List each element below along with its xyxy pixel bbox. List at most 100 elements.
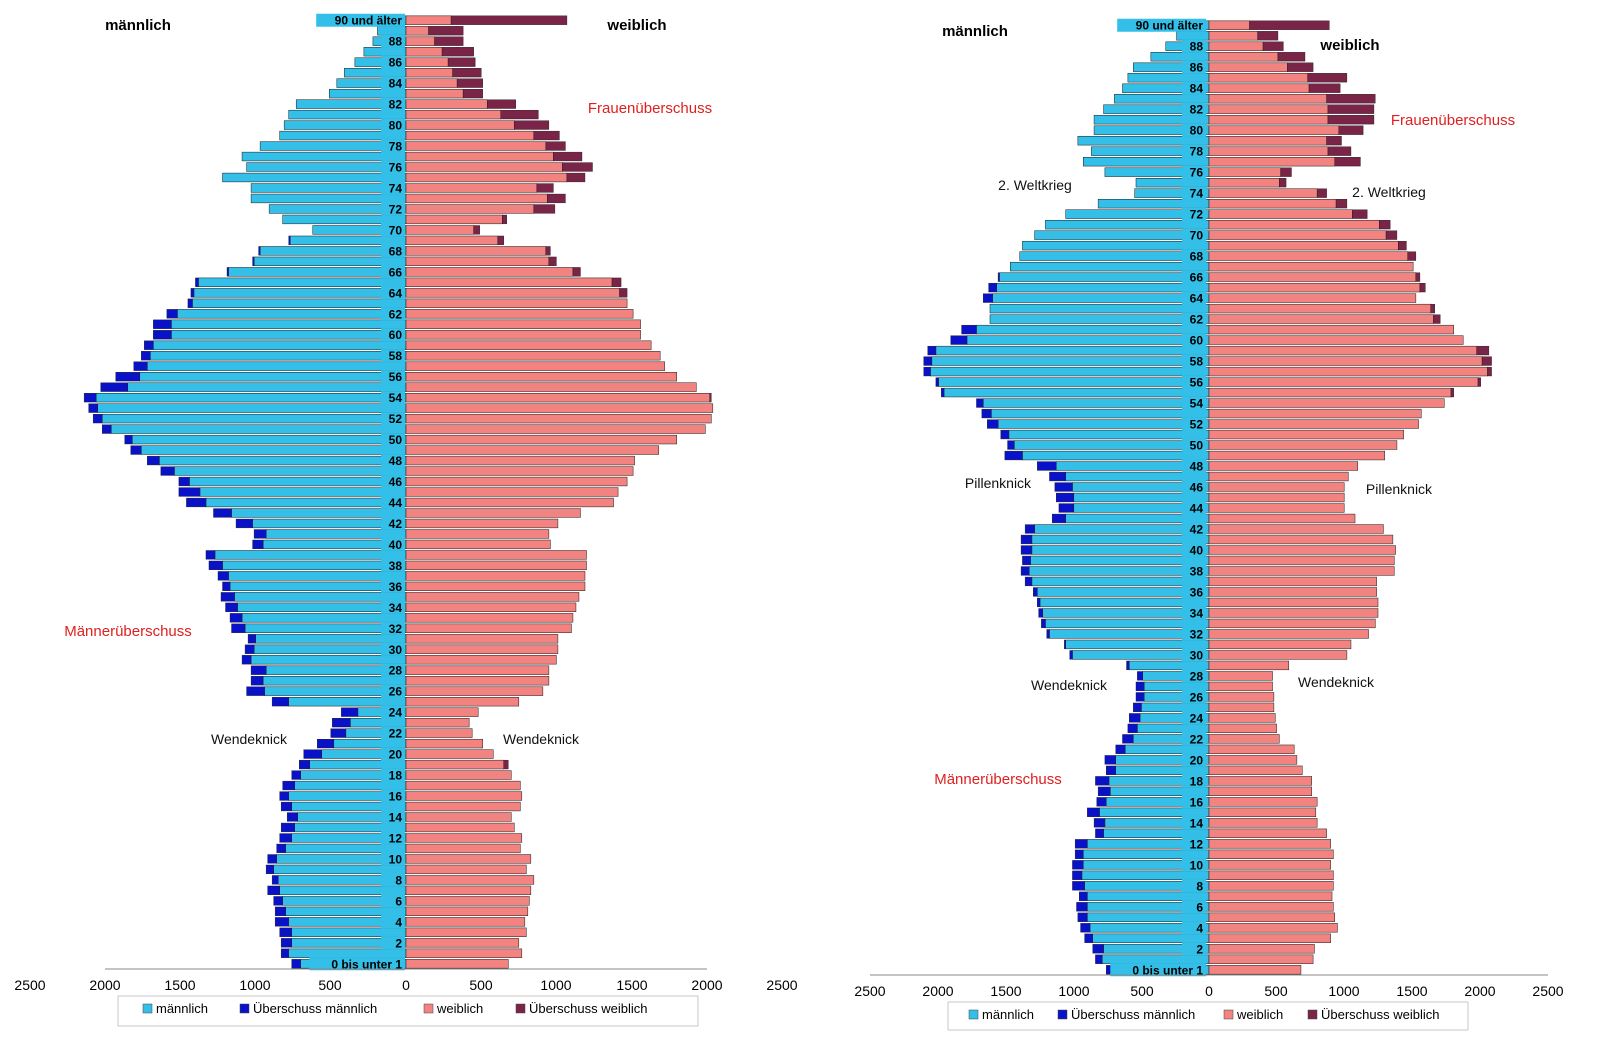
age-label-bg xyxy=(1182,438,1206,452)
bar-female-age-45 xyxy=(405,487,619,497)
bar-female-age-63 xyxy=(1208,303,1431,314)
bar-female-age-57 xyxy=(1208,366,1488,377)
age-label-bg xyxy=(381,34,405,48)
bar-male-age-66 xyxy=(999,272,1210,282)
bar-male-age-77 xyxy=(241,151,407,162)
bar-female-age-29 xyxy=(405,655,557,665)
bar-female-age-75 xyxy=(405,172,568,183)
age-label-bg xyxy=(1182,186,1206,200)
bar-female-surplus-age-75 xyxy=(1279,178,1287,188)
bar-female-age-88 xyxy=(405,36,435,46)
bar-male-age-43 xyxy=(1065,513,1210,524)
bar-female-age-36 xyxy=(405,581,586,592)
bar-female-surplus-age-68 xyxy=(545,246,551,256)
x-tick-label: 1500 xyxy=(990,983,1021,999)
bar-male-surplus-age-62 xyxy=(166,309,178,319)
bar-female-age-61 xyxy=(405,319,641,329)
age-label-bg xyxy=(381,684,405,698)
age-label: 68 xyxy=(389,244,403,258)
bar-female-surplus-age-68 xyxy=(1407,251,1417,261)
bar-female-surplus-age-69 xyxy=(1398,241,1407,251)
bar-male-surplus-age-9 xyxy=(1072,870,1083,880)
age-label: 36 xyxy=(389,580,403,594)
age-label: 8 xyxy=(1196,879,1203,893)
x-tick-label: 2000 xyxy=(922,983,953,999)
age-label-bg xyxy=(381,558,405,572)
bar-male-age-34 xyxy=(237,602,407,612)
bar-male-surplus-age-52 xyxy=(987,419,999,429)
bar-female-age-55 xyxy=(1208,387,1452,398)
bar-female-surplus-age-78 xyxy=(1327,146,1352,156)
bar-male-surplus-age-10 xyxy=(1072,860,1084,870)
bar-male-age-49 xyxy=(141,445,407,455)
bar-male-surplus-age-35 xyxy=(220,592,235,602)
bar-male-age-29 xyxy=(250,655,407,665)
bar-male-age-54 xyxy=(982,398,1210,408)
pyramid-chart-left: 0 bis unter 1246810121416182022242628303… xyxy=(14,13,798,1027)
bar-female-surplus-age-56 xyxy=(1477,377,1481,387)
bar-female-age-22 xyxy=(405,728,473,738)
bar-female-age-44 xyxy=(405,497,614,508)
bar-female-surplus-age-87 xyxy=(441,47,474,57)
bar-female-surplus-age-82 xyxy=(1327,104,1375,114)
bar-male-surplus-age-29 xyxy=(1126,660,1130,671)
age-label: 80 xyxy=(1190,124,1204,138)
age-label-bg xyxy=(381,621,405,635)
age-label: 24 xyxy=(1190,711,1204,725)
age-label: 0 bis unter 1 xyxy=(331,957,402,971)
bar-female-age-11 xyxy=(1208,849,1334,859)
bar-male-age-64 xyxy=(193,288,407,298)
bar-female-age-34 xyxy=(405,602,577,612)
bar-female-age-26 xyxy=(405,686,544,696)
bar-male-surplus-age-33 xyxy=(1041,618,1046,629)
age-label: 28 xyxy=(1190,669,1204,683)
age-label: 56 xyxy=(389,370,403,384)
age-label-bg xyxy=(381,873,405,887)
bar-female-age-78 xyxy=(405,141,547,151)
age-label-bg xyxy=(316,13,405,27)
age-label: 58 xyxy=(389,349,403,363)
legend-swatch xyxy=(1057,1009,1068,1020)
bar-male-age-73 xyxy=(250,193,407,204)
age-label: 52 xyxy=(1190,418,1204,432)
age-label-bg xyxy=(1182,144,1206,158)
bar-female-age-9 xyxy=(405,864,527,875)
x-tick-label: 0 xyxy=(1205,983,1213,999)
bar-female-age-86 xyxy=(405,57,449,67)
age-label-bg xyxy=(381,412,405,426)
age-label-bg xyxy=(381,454,405,468)
bar-male-age-63 xyxy=(989,303,1210,314)
age-label-bg xyxy=(381,244,405,258)
bar-female-age-83 xyxy=(1208,94,1327,104)
age-label: 86 xyxy=(389,56,403,70)
bar-male-age-61 xyxy=(976,324,1210,335)
bar-female-age-41 xyxy=(1208,534,1394,545)
bar-male-surplus-age-45 xyxy=(1056,492,1074,503)
bar-male-age-59 xyxy=(153,340,407,350)
bar-female-age-81 xyxy=(1208,115,1329,125)
age-label-bg xyxy=(1182,60,1206,74)
age-label: 70 xyxy=(1190,229,1204,243)
age-label: 30 xyxy=(1190,648,1204,662)
age-label: 16 xyxy=(1190,795,1204,809)
bar-female-surplus-age-77 xyxy=(553,151,583,162)
age-label: 38 xyxy=(1190,564,1204,578)
bar-female-age-74 xyxy=(1208,188,1318,198)
bar-male-surplus-age-49 xyxy=(130,445,142,455)
bar-male-surplus-age-68 xyxy=(258,246,261,256)
bar-female-surplus-age-85 xyxy=(1307,73,1348,83)
bar-male-surplus-age-65 xyxy=(988,283,997,293)
bar-male-age-51 xyxy=(1008,429,1210,440)
bar-female-age-4 xyxy=(405,917,526,927)
bar-male-surplus-age-13 xyxy=(280,822,295,833)
age-label-bg xyxy=(1182,522,1206,536)
legend-label: weiblich xyxy=(436,1001,483,1016)
legend-label: männlich xyxy=(982,1007,1034,1022)
legend: männlich Überschuss männlich weiblich Übers… xyxy=(947,1001,1469,1031)
bar-female-age-80 xyxy=(1208,125,1340,135)
age-label-bg xyxy=(1182,228,1206,242)
bar-female-surplus-age-78 xyxy=(545,141,566,151)
bar-female-age-12 xyxy=(1208,839,1331,849)
bar-female-age-46 xyxy=(405,476,628,487)
age-label: 80 xyxy=(389,119,403,133)
